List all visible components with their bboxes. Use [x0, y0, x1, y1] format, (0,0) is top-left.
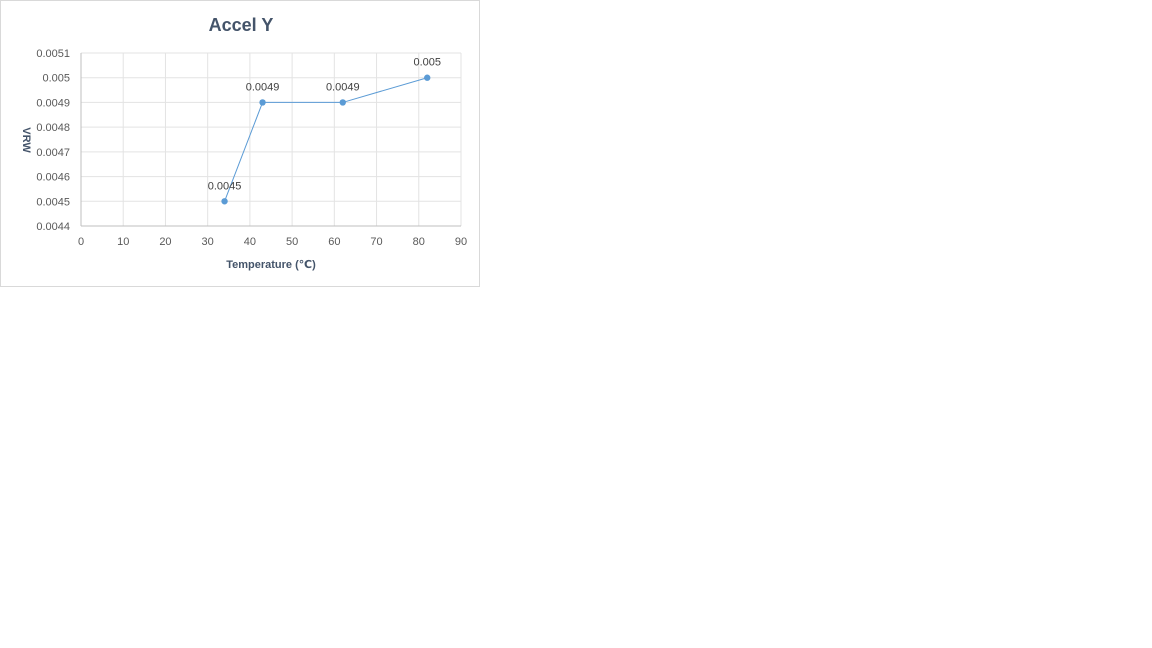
data-label: 0.0045	[208, 180, 242, 192]
x-tick-label: 10	[117, 236, 129, 248]
x-tick-label: 60	[328, 236, 340, 248]
x-tick-label: 50	[286, 236, 298, 248]
data-labels: 0.0045 0.0049 0.0049 0.005	[208, 57, 441, 193]
y-tick-label: 0.0049	[36, 97, 70, 109]
x-tick-labels: 0 10 20 30 40 50 60 70 80 90	[78, 236, 467, 248]
x-tick-label: 90	[455, 236, 467, 248]
x-tick-label: 0	[78, 236, 84, 248]
x-tick-label: 20	[159, 236, 171, 248]
y-axis-title: VRW	[20, 127, 32, 153]
x-tick-label: 80	[413, 236, 425, 248]
data-label: 0.0049	[246, 81, 280, 93]
chart-canvas: 0.00440.00450.00460.00470.00480.00490.00…	[20, 15, 467, 271]
axes	[80, 53, 461, 227]
data-point	[259, 99, 266, 106]
data-series	[221, 74, 431, 205]
x-tick-label: 40	[244, 236, 256, 248]
y-tick-label: 0.0045	[36, 196, 70, 208]
series-line	[224, 77, 428, 202]
y-tick-label: 0.005	[42, 73, 70, 85]
data-label: 0.005	[413, 57, 441, 69]
gridlines	[80, 52, 462, 227]
chart-title: Accel Y	[209, 15, 274, 35]
y-tick-label: 0.0044	[36, 221, 70, 233]
chart-container: 0.0044 0.0045 0.0046 0.0047 0.0048 0.0049 0.00…	[0, 0, 480, 287]
x-axis-title: Temperature (℃)	[226, 259, 316, 271]
y-tick-label: 0.0047	[36, 147, 70, 159]
x-tick-label: 70	[370, 236, 382, 248]
data-label: 0.0049	[326, 81, 360, 93]
data-point	[339, 99, 346, 106]
y-tick-label: 0.0046	[36, 172, 70, 184]
y-tick-label: 0.0048	[36, 122, 70, 134]
y-tick-label: 0.0051	[36, 48, 70, 60]
data-point	[424, 74, 431, 81]
y-tick-labels: 0.0044 0.0045 0.0046 0.0047 0.0048 0.0049 0.00…	[36, 48, 70, 233]
x-tick-label: 30	[202, 236, 214, 248]
data-point	[221, 198, 228, 205]
